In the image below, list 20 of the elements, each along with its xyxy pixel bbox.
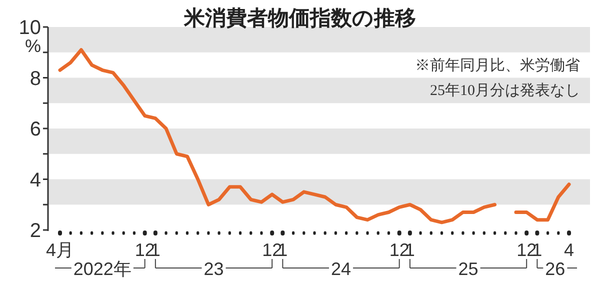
text: 26 xyxy=(545,259,566,279)
y-tick-label: 10 xyxy=(18,17,41,39)
y-tick-label: 4 xyxy=(30,169,41,192)
x-tick-label: 4 xyxy=(564,240,574,260)
annotation: 25年10月分は発表なし xyxy=(430,82,580,99)
y-axis-title: % xyxy=(24,36,41,56)
x-tick-label: 12 xyxy=(389,240,410,260)
x-tick-label: 12 xyxy=(516,240,537,260)
y-tick-label: 8 xyxy=(30,68,41,90)
annotation: ※前年同月比、米労働省 xyxy=(415,57,580,74)
x-tick-label: 4月 xyxy=(46,240,74,260)
text: 25 xyxy=(458,259,478,279)
text: 2022年 xyxy=(73,259,132,279)
text: 24 xyxy=(330,259,352,279)
y-tick-label: 6 xyxy=(30,118,41,140)
x-tick-label: 12 xyxy=(134,240,155,260)
x-tick-label: 12 xyxy=(262,240,282,260)
y-tick-label: 2 xyxy=(30,220,41,242)
text: 23 xyxy=(204,259,224,279)
chart-title: 米消費者物価指数の推移 xyxy=(183,7,416,30)
